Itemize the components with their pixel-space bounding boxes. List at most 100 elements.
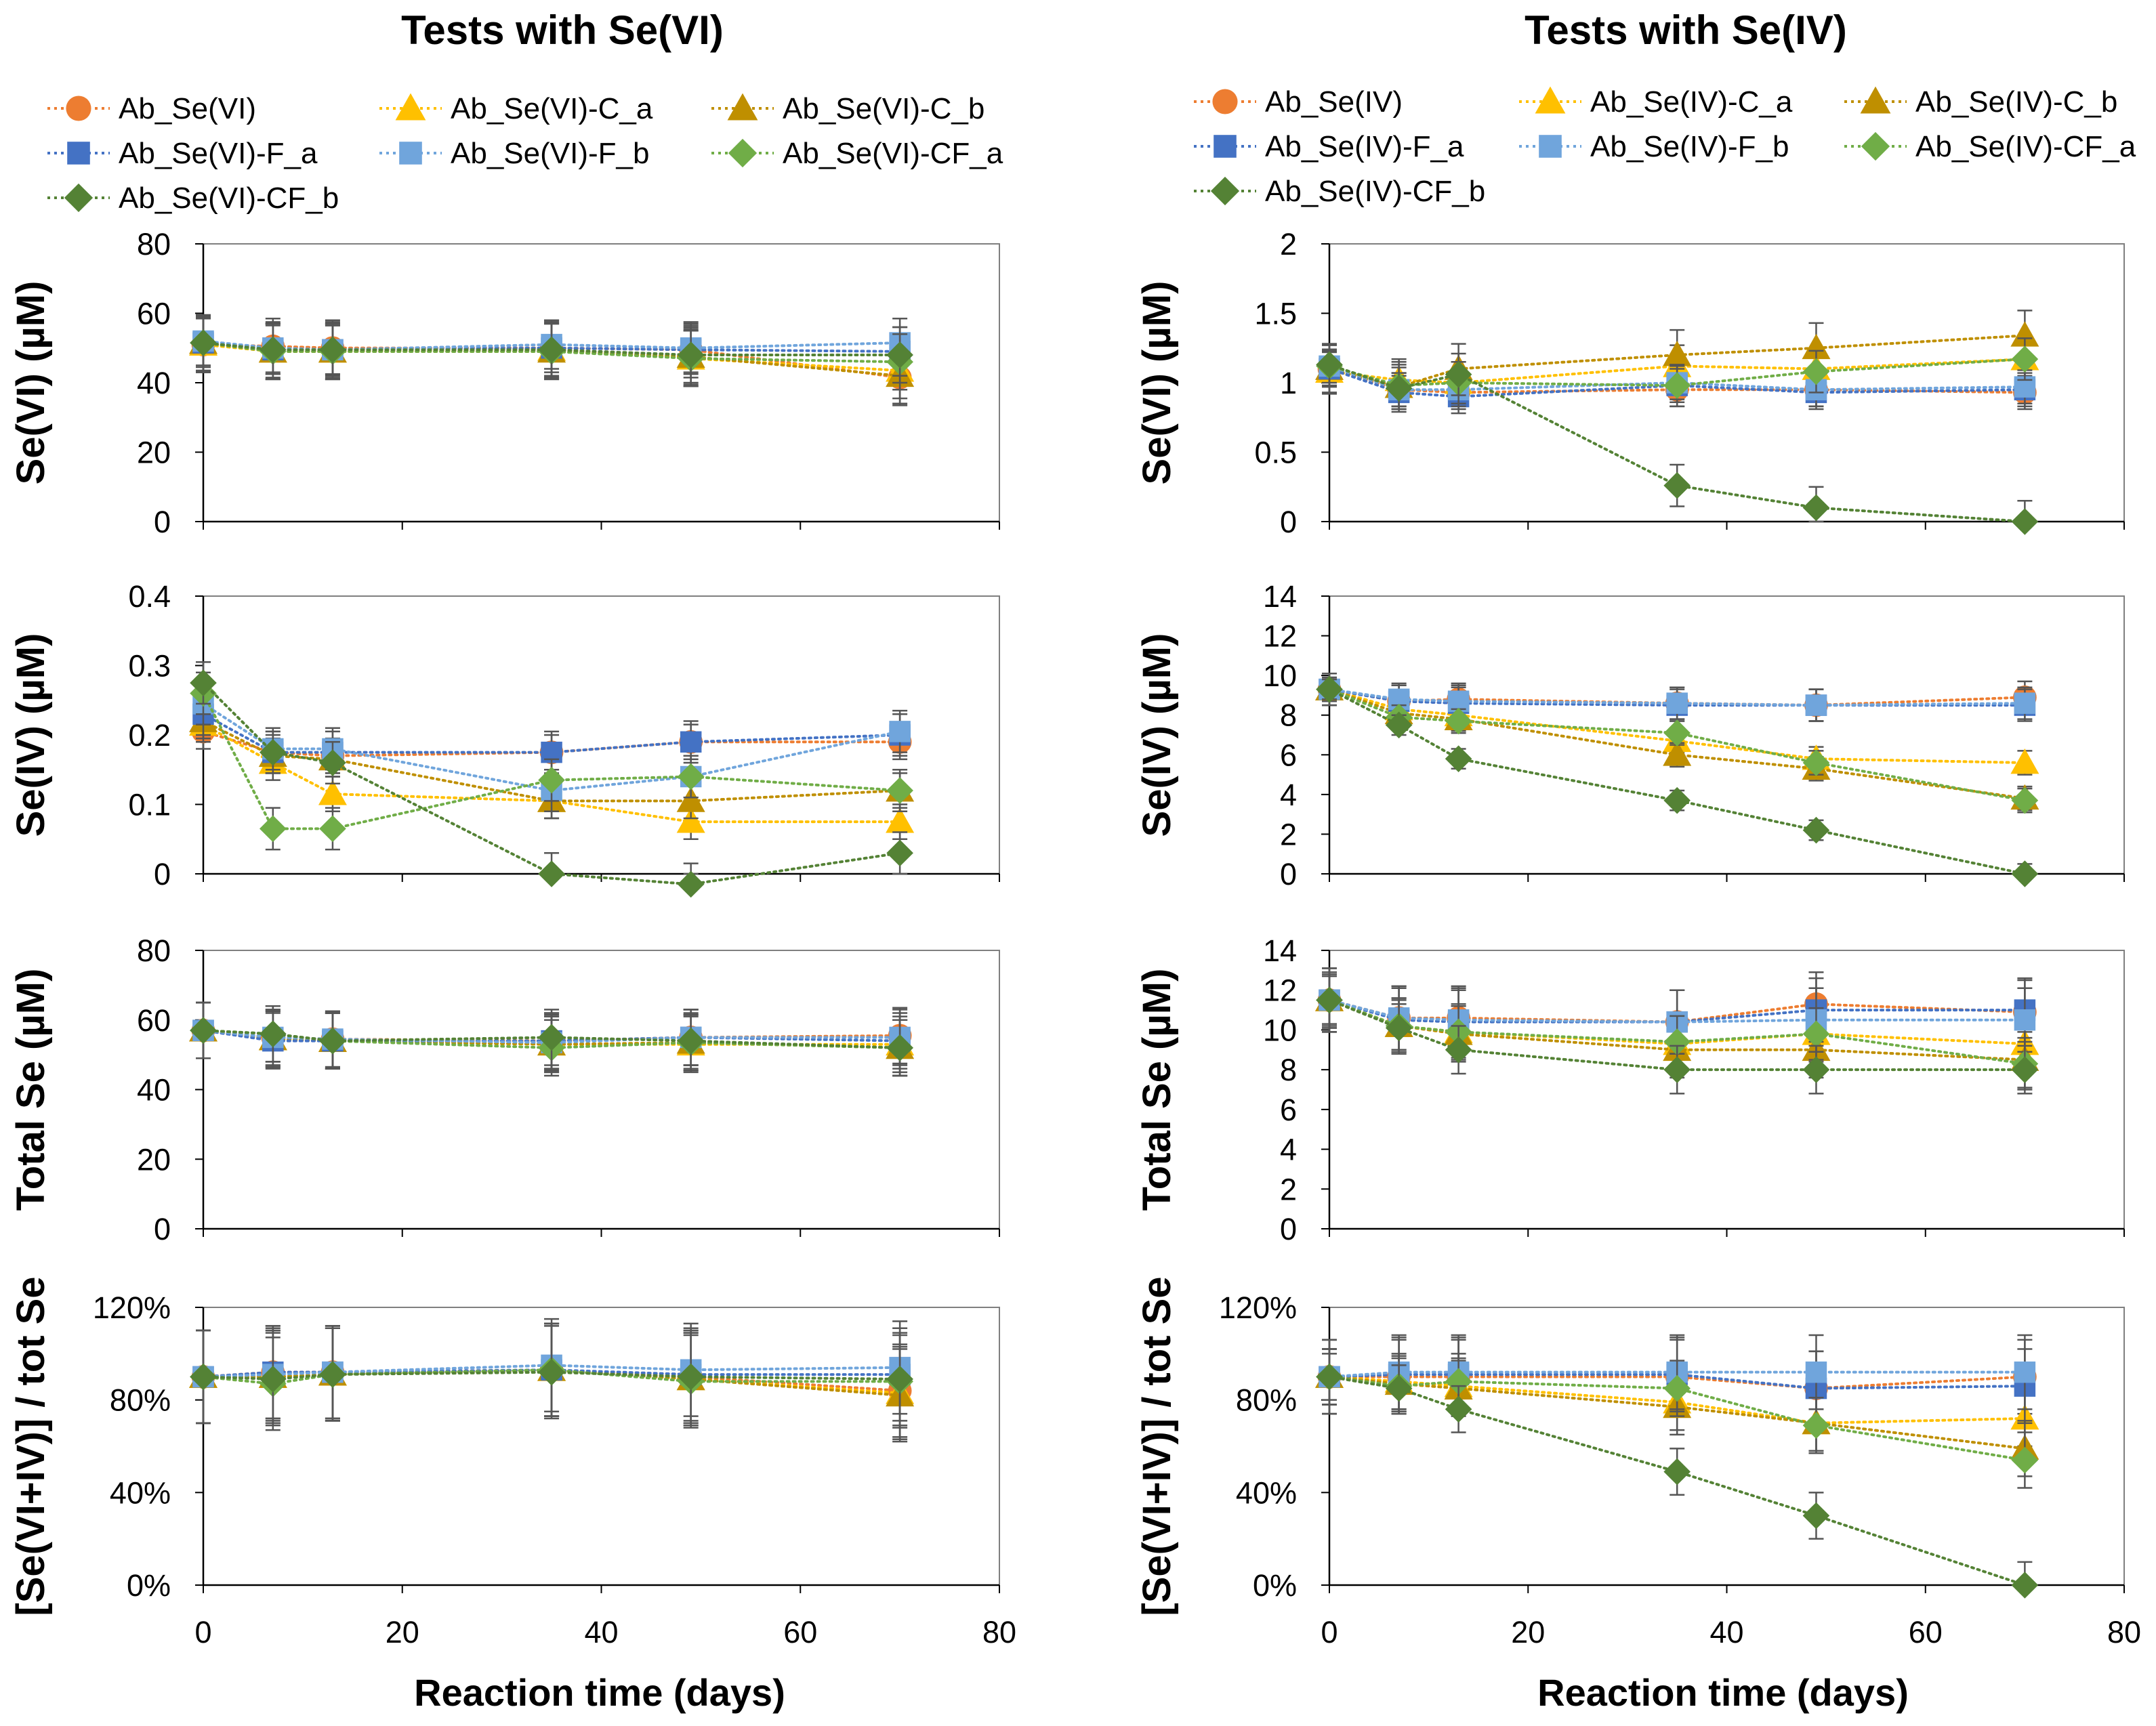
legend-entry-left-CF_b: Ab_Se(VI)-CF_b [47,182,339,215]
data-point [2011,1056,2039,1083]
legend-entry-right-F_a: Ab_Se(IV)-F_a [1194,130,1464,163]
data-point [2011,786,2039,814]
y-tick-label: 0 [1280,505,1297,539]
x-tick-label: 60 [783,1615,817,1649]
data-point [2014,1009,2036,1031]
data-point [2014,692,2036,714]
panel-left-3: 0 20 40 60 80 Total Se (µM) [9,933,1000,1246]
x-tick-label: 80 [2107,1615,2141,1649]
series-line [1328,688,2027,764]
legend-entry-right-C_b: Ab_Se(IV)-C_b [1844,85,2117,119]
x-tick-label: 60 [1909,1615,1943,1649]
y-tick-label: 0 [1280,1212,1297,1246]
y-tick-label: 60 [137,297,171,331]
data-point [319,749,346,776]
series-line [202,719,902,803]
legend-label: Ab_Se(VI)-C_b [783,92,984,125]
panel-left-1: 0 20 40 60 80 Se(VI) (µM) [9,227,1000,539]
data-point [1385,1014,1413,1042]
y-tick-label: 14 [1263,579,1297,614]
y-tick-label: 8 [1280,1053,1297,1087]
data-point [318,780,347,805]
legend-entry-right-CF_a: Ab_Se(IV)-CF_a [1844,130,2136,163]
series-CF_b [190,1001,913,1077]
legend-label: Ab_Se(VI)-CF_a [783,137,1003,170]
y-axis-label: Se(IV) (µM) [9,633,53,837]
series-line [202,713,902,754]
series-line [1328,358,2027,385]
series-line [1328,688,2027,707]
y-tick-label: 8 [1280,698,1297,733]
data-point [2011,345,2039,373]
data-point [1385,375,1413,402]
y-tick-label: 2 [1280,817,1297,851]
data-point [260,738,287,766]
data-point [1663,1056,1691,1083]
series-line [1328,1375,2027,1586]
right-column-title: Tests with Se(IV) [1525,7,1847,53]
panel-right-1: 0 0.5 1 1.5 2 Se(VI) (µM) [1135,227,2125,539]
y-tick-label: 80% [110,1383,171,1418]
y-axis-label: [Se(VI+IV)] / tot Se [9,1276,53,1616]
data-point [2011,508,2039,535]
legend-entry-left-C_a: Ab_Se(VI)-C_a [379,92,653,125]
legend-marker [64,183,94,213]
data-point [260,1020,287,1048]
legend-label: Ab_Se(VI)-CF_b [119,182,339,215]
y-tick-label: 80% [1236,1383,1297,1418]
data-point [190,1363,217,1391]
legend-label: Ab_Se(VI)-F_b [451,137,649,170]
legend-label: Ab_Se(VI) [119,92,256,125]
legend-marker [1212,89,1238,114]
data-point [1802,1056,1830,1083]
data-point [886,1034,913,1061]
data-point [1445,360,1472,388]
legend-right: Ab_Se(IV) Ab_Se(IV)-C_a Ab_Se(IV)-C_b Ab_Se… [1194,85,2136,208]
y-tick-label: 40% [110,1475,171,1510]
data-point [2014,1361,2036,1383]
series-line [202,681,902,886]
y-tick-label: 0 [154,505,171,539]
data-point [190,329,217,356]
series-line [202,341,902,364]
y-axis-label: Se(IV) (µM) [1135,633,1179,837]
legend-marker [1539,135,1562,158]
series-CF_b [1316,675,2039,887]
data-point [260,336,287,364]
y-tick-label: 40% [1236,1475,1297,1510]
y-tick-label: 10 [1263,658,1297,693]
data-point [677,341,705,369]
legend-marker [66,96,91,121]
series-CF_b [190,661,913,898]
data-point [1802,816,1830,844]
panel-left-4: 0% 40% 80% 120% 0 20 40 60 80 [Se(VI+IV)] / tot S… [9,1276,1016,1649]
series-line [202,1029,902,1045]
legend-marker [1210,176,1240,206]
series-line [1328,358,2027,387]
data-point [676,786,705,812]
y-tick-label: 0.2 [128,718,171,753]
data-point [1805,694,1827,716]
data-point [319,815,346,843]
y-tick-label: 80 [137,933,171,968]
legend-marker [1861,131,1890,161]
data-point [1316,1363,1343,1391]
x-tick-label: 20 [386,1615,419,1649]
legend-entry-left-CF_a: Ab_Se(VI)-CF_a [711,137,1003,170]
data-point [1663,786,1691,814]
data-point [1445,1395,1472,1423]
data-point [886,839,913,867]
data-point [1663,1374,1691,1402]
y-tick-label: 1 [1280,366,1297,400]
legend-marker [728,138,758,168]
series-line [202,692,902,830]
data-point [676,807,705,833]
data-point [886,1366,913,1393]
legend-entry-left-F_a: Ab_Se(VI)-F_a [47,137,318,170]
data-point [680,731,702,753]
data-point [1663,1028,1691,1055]
data-point [1445,707,1472,735]
legend-label: Ab_Se(IV)-CF_b [1265,175,1485,208]
data-point [677,763,705,791]
